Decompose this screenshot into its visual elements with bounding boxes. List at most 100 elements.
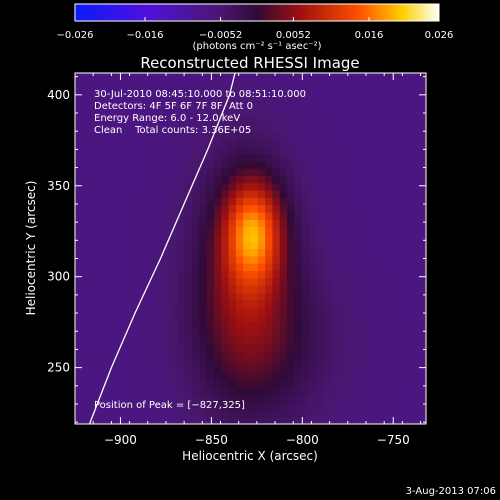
heatmap-cell [213, 409, 222, 418]
heatmap-cell [330, 336, 339, 345]
heatmap-cell [170, 292, 178, 301]
heatmap-cell [148, 365, 157, 374]
heatmap-cell [294, 219, 303, 228]
heatmap-cell [82, 358, 91, 367]
heatmap-cell [148, 277, 157, 286]
heatmap-cell [272, 394, 281, 403]
heatmap-cell [213, 277, 222, 286]
heatmap-cell [111, 80, 120, 89]
heatmap-cell [360, 233, 369, 242]
heatmap-cell [126, 372, 135, 381]
heatmap-cell [96, 394, 105, 403]
heatmap-cell [170, 226, 178, 235]
heatmap-cell [352, 336, 361, 345]
heatmap-cell [162, 94, 171, 103]
heatmap-cell [250, 233, 259, 242]
heatmap-cell [177, 80, 186, 89]
heatmap-cell [96, 248, 105, 257]
heatmap-cell [213, 87, 222, 96]
heatmap-cell [104, 153, 113, 162]
heatmap-cell [360, 380, 369, 389]
heatmap-cell [199, 204, 208, 213]
heatmap-cell [374, 153, 383, 162]
heatmap-cell [272, 285, 281, 293]
heatmap-cell [316, 160, 325, 169]
heatmap-cell [309, 197, 317, 206]
heatmap-cell [309, 248, 317, 257]
heatmap-cell [330, 248, 339, 257]
heatmap-cell [352, 87, 361, 96]
heatmap-cell [411, 102, 420, 111]
heatmap-cell [133, 372, 142, 381]
heatmap-cell [75, 358, 83, 367]
heatmap-cell [272, 168, 281, 176]
heatmap-cell [126, 233, 135, 242]
heatmap-cell [82, 314, 91, 323]
heatmap-cell [221, 226, 230, 235]
heatmap-cell [177, 94, 186, 103]
heatmap-cell [140, 409, 149, 418]
heatmap-cell [155, 131, 164, 140]
heatmap-cell [118, 248, 127, 257]
heatmap-cell [213, 211, 222, 220]
heatmap-cell [221, 87, 230, 96]
heatmap-cell [316, 87, 325, 96]
heatmap-cell [323, 314, 332, 323]
heatmap-cell [404, 219, 412, 228]
heatmap-cell [192, 307, 200, 315]
heatmap-cell [111, 153, 120, 162]
heatmap-cell [133, 204, 142, 213]
heatmap-cell [235, 358, 244, 367]
heatmap-cell [111, 211, 120, 220]
heatmap-cell [206, 402, 215, 410]
heatmap-cell [396, 182, 405, 191]
heatmap-cell [162, 153, 171, 162]
heatmap-cell [235, 226, 244, 235]
heatmap-cell [287, 358, 295, 367]
heatmap-cell [404, 394, 412, 403]
heatmap-cell [250, 263, 259, 272]
heatmap-cell [404, 116, 412, 125]
heatmap-cell [96, 299, 105, 308]
heatmap-cell [374, 387, 383, 396]
heatmap-cell [382, 204, 391, 213]
heatmap-cell [257, 394, 266, 403]
heatmap-cell [418, 175, 426, 184]
heatmap-cell [140, 380, 149, 389]
heatmap-cell [184, 394, 193, 403]
heatmap-cell [162, 80, 171, 89]
annotation-energy-range: Energy Range: 6.0 - 12.0 keV [94, 113, 240, 124]
heatmap-cell [360, 402, 369, 410]
heatmap-cell [316, 336, 325, 345]
heatmap-cell [82, 124, 91, 133]
heatmap-cell [75, 416, 83, 424]
heatmap-cell [199, 153, 208, 162]
heatmap-cell [177, 402, 186, 410]
heatmap-cell [294, 277, 303, 286]
heatmap-cell [228, 270, 237, 279]
heatmap-cell [133, 350, 142, 359]
heatmap-cell [111, 372, 120, 381]
heatmap-cell [279, 365, 288, 374]
heatmap-cell [228, 314, 237, 323]
heatmap-cell [345, 372, 354, 381]
heatmap-cell [228, 321, 237, 330]
heatmap-cell [221, 350, 230, 359]
heatmap-cell [177, 416, 186, 424]
heatmap-cell [250, 365, 259, 374]
heatmap-cell [96, 380, 105, 389]
heatmap-cell [235, 285, 244, 293]
heatmap-cell [396, 394, 405, 403]
heatmap-cell [111, 94, 120, 103]
heatmap-cell [301, 124, 310, 133]
heatmap-cell [250, 314, 259, 323]
heatmap-cell [323, 233, 332, 242]
heatmap-cell [257, 365, 266, 374]
heatmap-cell [170, 387, 178, 396]
heatmap-cell [192, 168, 200, 176]
heatmap-cell [206, 387, 215, 396]
heatmap-cell [104, 350, 113, 359]
heatmap-cell [148, 80, 157, 89]
heatmap-cell [140, 138, 149, 147]
heatmap-cell [96, 321, 105, 330]
